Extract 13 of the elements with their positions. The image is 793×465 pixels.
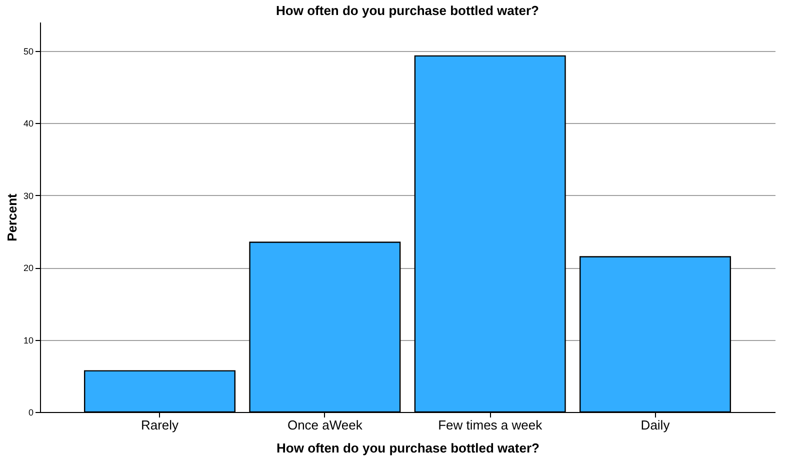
x-tick-label: Once aWeek [287, 418, 363, 432]
x-tick-label: Few times a week [438, 418, 543, 432]
x-tick-label: Rarely [140, 418, 180, 432]
chart-title: How often do you purchase bottled water? [276, 3, 540, 18]
y-tick-label: 20 [23, 263, 34, 274]
x-axis-title: How often do you purchase bottled water? [276, 440, 540, 456]
y-tick-label: 10 [23, 335, 34, 346]
y-tick-label: 50 [23, 46, 34, 56]
x-tick-label: Daily [640, 418, 670, 432]
y-tick-label: 0 [28, 408, 34, 418]
y-tick-label: 40 [23, 118, 34, 129]
y-axis-title: Percent [4, 192, 20, 242]
y-tick-label: 30 [23, 190, 34, 201]
